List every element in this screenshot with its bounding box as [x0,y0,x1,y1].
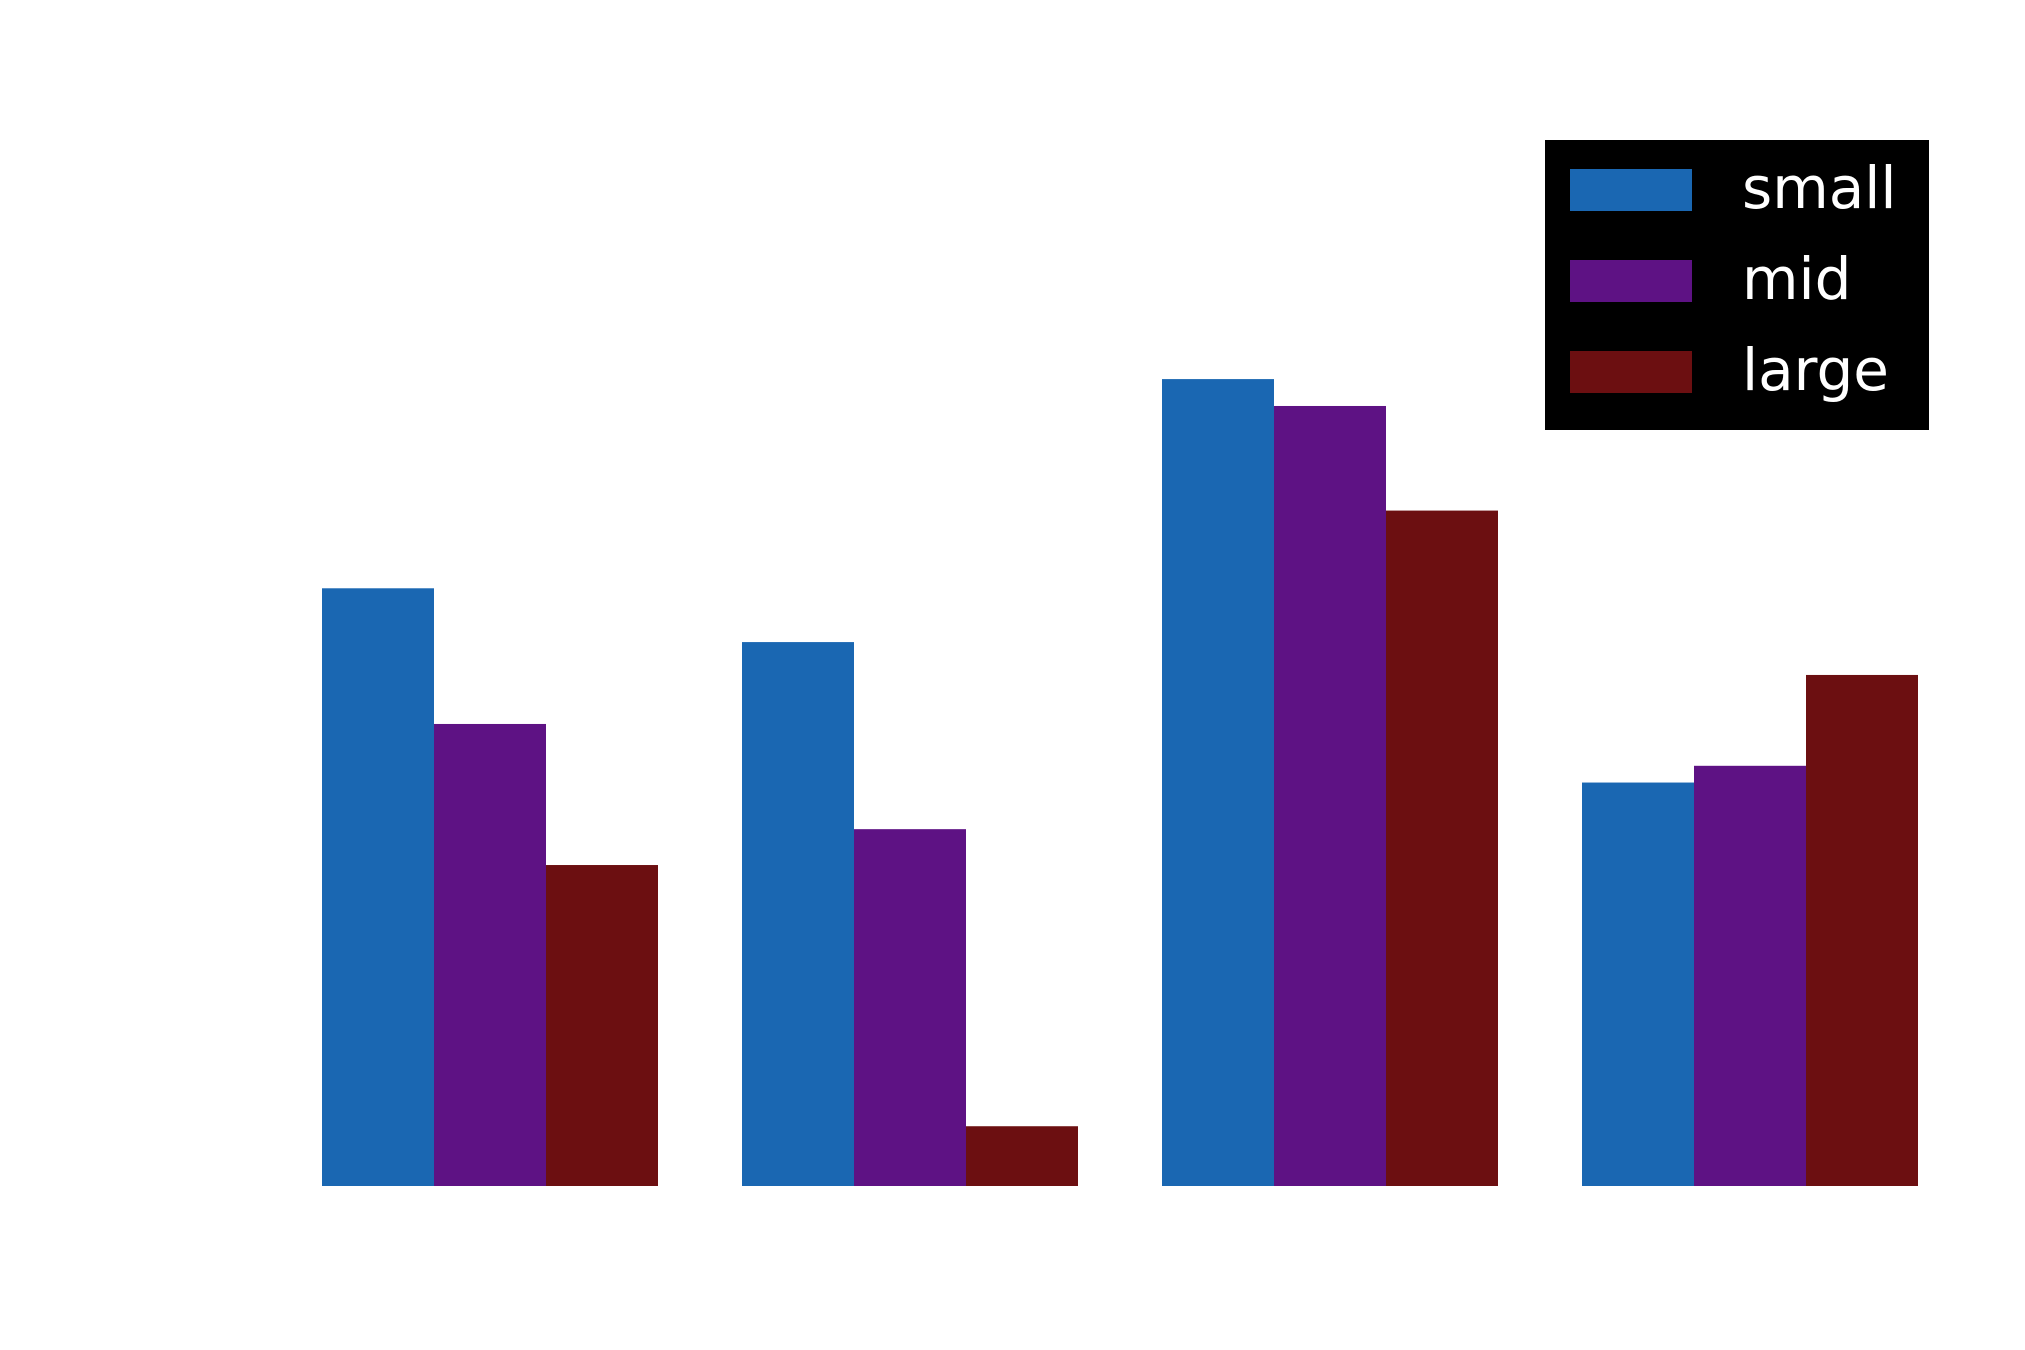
bar-small-4 [1582,782,1694,1186]
legend-label-small: small [1742,154,1897,222]
legend-label-mid: mid [1742,245,1851,313]
legend-swatch-mid [1570,260,1692,302]
bar-large-4 [1806,674,1918,1186]
bar-mid-2 [854,829,966,1186]
bar-mid-3 [1274,405,1386,1186]
bar-small-1 [322,588,434,1186]
legend-swatch-large [1570,351,1692,393]
legend: small mid large [1545,140,1929,430]
bar-large-1 [546,865,658,1186]
bar-large-3 [1386,510,1498,1186]
bar-mid-1 [434,723,546,1186]
bar-small-2 [742,642,854,1186]
legend-label-large: large [1742,336,1889,404]
bar-mid-4 [1694,765,1806,1186]
bar-small-3 [1162,379,1274,1187]
bar-large-2 [966,1126,1078,1186]
bars-layer [322,379,1918,1187]
legend-swatch-small [1570,169,1692,211]
